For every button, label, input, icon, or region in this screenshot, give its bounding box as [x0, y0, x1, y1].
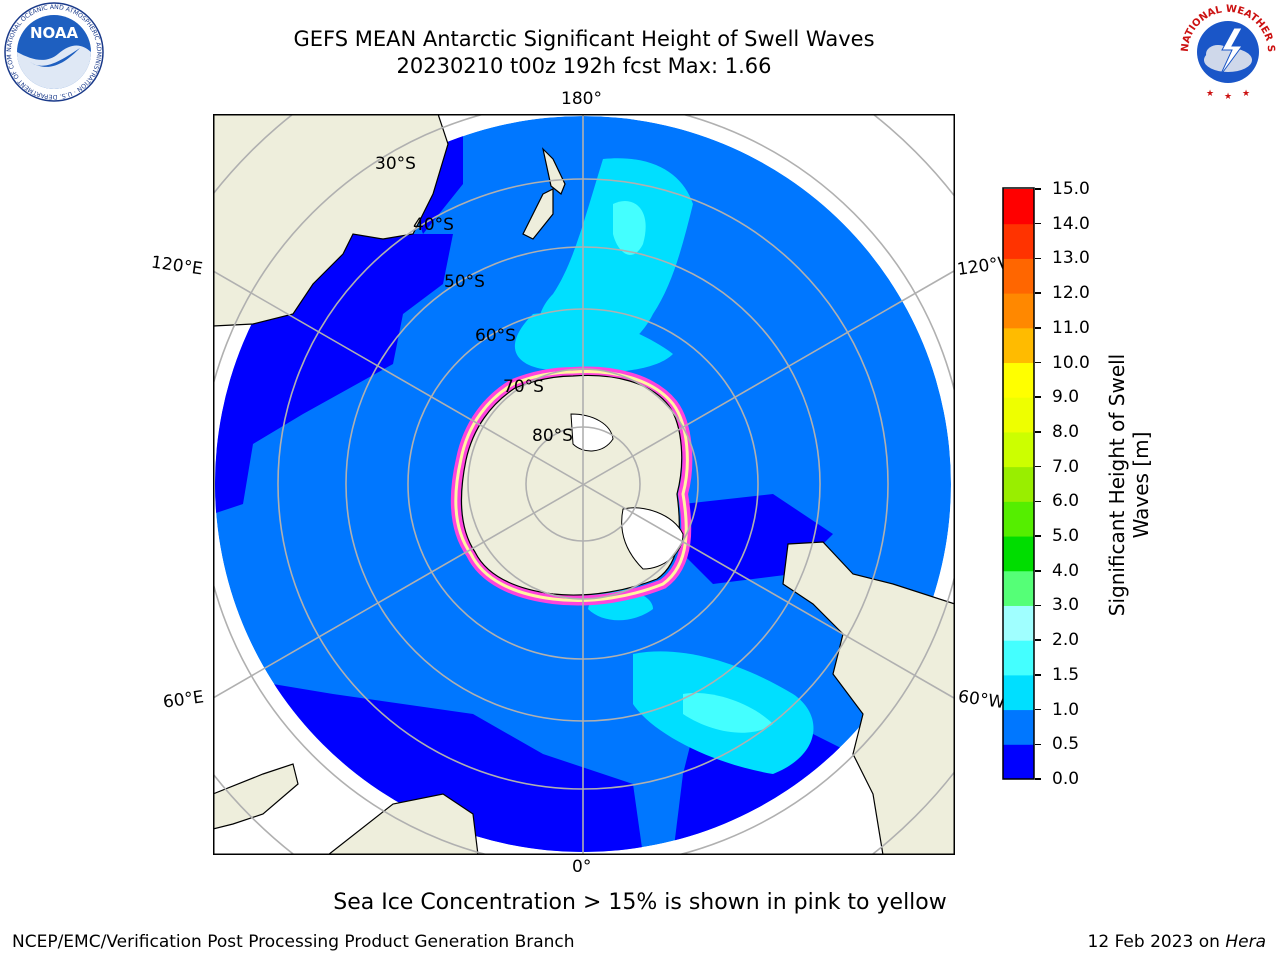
colorbar-band: [1003, 293, 1034, 329]
map-frame: [213, 114, 955, 855]
colorbar-tick-label: 1.0: [1052, 699, 1080, 720]
colorbar-label-line-2: Waves [m]: [1129, 431, 1153, 539]
lat-label-50s: 50°S: [444, 272, 485, 292]
colorbar-tick-label: 15.0: [1052, 179, 1090, 199]
colorbar-tick-mark: [1035, 743, 1041, 746]
colorbar-tick-label: 2.0: [1052, 630, 1080, 651]
colorbar-tick-mark: [1035, 570, 1041, 572]
date-text: 12 Feb 2023 on: [1087, 932, 1226, 952]
colorbar-tick-mark: [1035, 188, 1041, 190]
colorbar-tick-mark: [1035, 361, 1041, 364]
svg-text:★: ★: [1242, 89, 1250, 99]
colorbar-tick-mark: [1035, 465, 1041, 468]
nws-logo: NATIONAL WEATHER SERVICE ★★★: [1176, 2, 1276, 102]
colorbar-tick-mark: [1035, 327, 1041, 329]
lat-label-70s: 70°S: [503, 377, 544, 397]
colorbar-tick-label: 14.0: [1052, 213, 1090, 234]
date-line: 12 Feb 2023 on Hera: [1088, 932, 1266, 952]
colorbar-label-line-1: Significant Height of Swell: [1105, 353, 1129, 617]
noaa-logo: NATIONAL OCEANIC AND ATMOSPHERIC ADMINIS…: [2, 2, 104, 102]
colorbar-tick-mark: [1035, 500, 1041, 503]
sea-ice-footnote: Sea Ice Concentration > 15% is shown in …: [333, 890, 947, 915]
colorbar-tick-mark: [1035, 396, 1041, 398]
lat-label-60s: 60°S: [475, 326, 516, 346]
colorbar-tick-mark: [1035, 257, 1041, 260]
colorbar-band: [1003, 744, 1034, 780]
credit-line: NCEP/EMC/Verification Post Processing Pr…: [12, 932, 575, 952]
lat-label-30s: 30°S: [375, 154, 416, 174]
colorbar-band: [1003, 258, 1034, 294]
colorbar-tick-mark: [1035, 639, 1041, 641]
colorbar-band: [1003, 605, 1034, 641]
chart-title: GEFS MEAN Antarctic Significant Height o…: [293, 27, 875, 51]
colorbar-tick-label: 1.5: [1052, 664, 1080, 685]
colorbar-band: [1003, 709, 1034, 745]
colorbar-tick-mark: [1035, 604, 1041, 607]
svg-text:★: ★: [1224, 92, 1232, 102]
colorbar-band: [1003, 327, 1034, 364]
chart-subtitle: 20230210 t00z 192h fcst Max: 1.66: [396, 54, 772, 78]
colorbar-tick-label: 11.0: [1052, 317, 1090, 338]
colorbar-tick-label: 0.0: [1052, 769, 1080, 789]
colorbar-tick-label: 7.0: [1052, 456, 1080, 477]
lon-label-180: 180°: [561, 89, 602, 109]
australia-landmass: [213, 114, 449, 327]
colorbar-band: [1003, 674, 1034, 711]
colorbar-band: [1003, 189, 1034, 225]
colorbar-tick-label: 12.0: [1052, 283, 1090, 304]
map-panel: 30°S 40°S 50°S 60°S 70°S 80°S: [213, 114, 955, 855]
colorbar-band: [1003, 431, 1034, 468]
lon-label-120e: 120°E: [149, 252, 204, 280]
colorbar-band: [1003, 223, 1034, 259]
lon-label-60e: 60°E: [161, 687, 206, 713]
madagascar-landmass: [213, 763, 299, 830]
colorbar-tick-label: 0.5: [1052, 734, 1080, 755]
colorbar-tick-mark: [1035, 292, 1041, 294]
colorbar-tick-label: 4.0: [1052, 560, 1080, 581]
ross-ice-shelf: [570, 413, 614, 452]
colorbar-band: [1003, 501, 1034, 537]
noaa-wordmark: NOAA: [30, 24, 79, 42]
new-zealand-north-island: [541, 147, 566, 195]
colorbar-tick-mark: [1035, 674, 1041, 676]
lon-label-0: 0°: [572, 857, 592, 877]
lat-label-80s: 80°S: [532, 426, 573, 446]
new-zealand-south-island: [522, 188, 554, 240]
colorbar: [1002, 187, 1035, 780]
host-name: Hera: [1225, 932, 1266, 952]
colorbar-band: [1003, 466, 1034, 502]
colorbar-tick-label: 10.0: [1052, 352, 1090, 373]
svg-text:★: ★: [1206, 89, 1214, 99]
colorbar-band: [1003, 397, 1034, 433]
lon-label-60w: 60°W: [956, 686, 1007, 714]
colorbar-tick-mark: [1035, 708, 1041, 711]
colorbar-tick-label: 9.0: [1052, 387, 1080, 408]
colorbar-band: [1003, 536, 1034, 572]
colorbar-tick-label: 5.0: [1052, 526, 1080, 547]
colorbar-tick-mark: [1035, 431, 1041, 433]
colorbar-tick-label: 8.0: [1052, 421, 1080, 442]
south-america-landmass: [782, 541, 955, 855]
graticule: [213, 114, 955, 855]
colorbar-band: [1003, 362, 1034, 398]
colorbar-tick-label: 13.0: [1052, 248, 1090, 269]
colorbar-tick-mark: [1035, 222, 1041, 225]
lat-label-40s: 40°S: [413, 215, 454, 235]
colorbar-tick-label: 3.0: [1052, 595, 1080, 616]
colorbar-tick-label: 6.0: [1052, 491, 1080, 512]
colorbar-tick-mark: [1035, 778, 1041, 780]
colorbar-band: [1003, 570, 1034, 606]
colorbar-band: [1003, 640, 1034, 676]
colorbar-tick-mark: [1035, 535, 1041, 537]
